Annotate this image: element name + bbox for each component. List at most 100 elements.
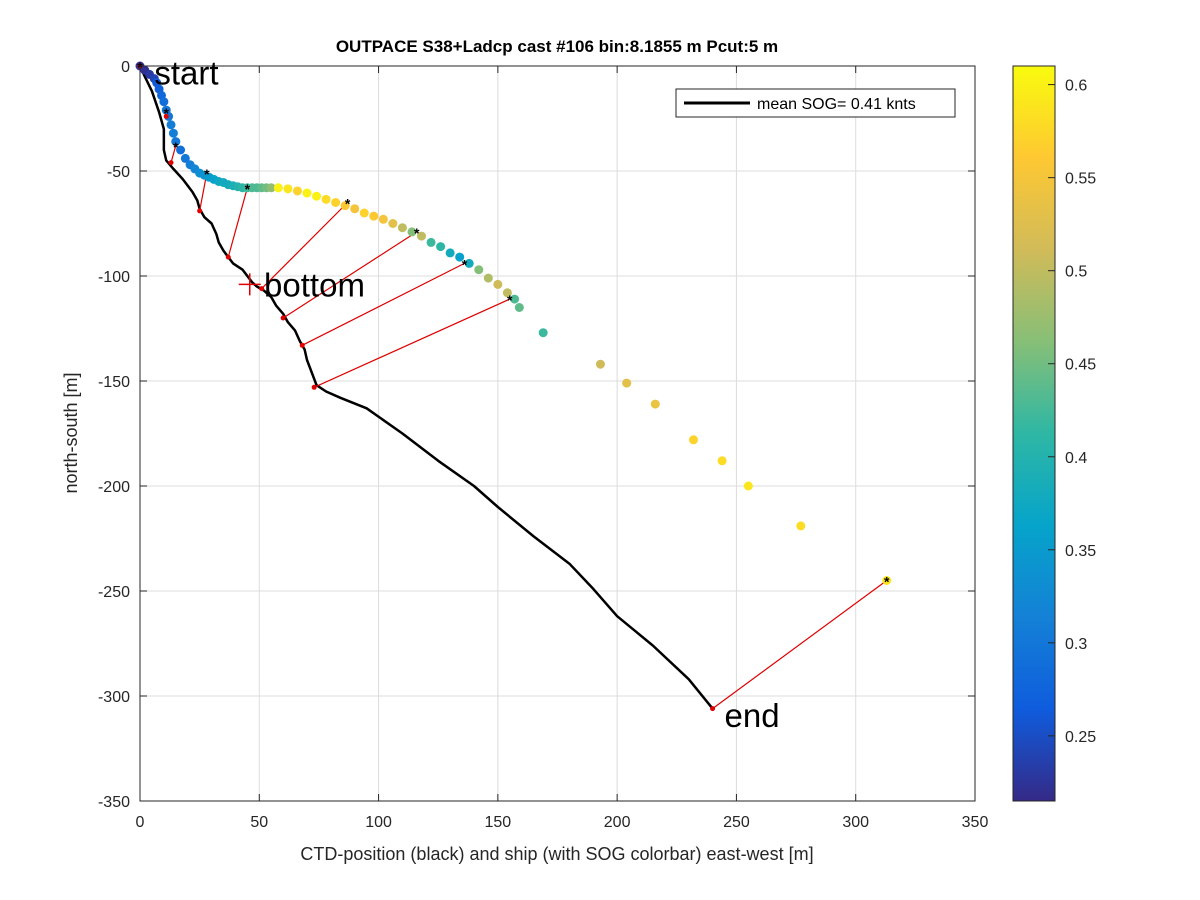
ship-point — [493, 279, 503, 289]
plot-content: ********** — [135, 59, 892, 712]
ship-point — [350, 204, 360, 214]
colorbar-tick-label: 0.55 — [1065, 171, 1096, 188]
ship-point — [622, 378, 632, 388]
x-tick-label: 300 — [842, 814, 869, 831]
colorbar-tick-label: 0.3 — [1065, 636, 1087, 653]
ctd-track-line — [138, 65, 714, 710]
ship-link-marker: * — [245, 181, 251, 197]
ship-point — [514, 303, 524, 312]
colorbar-ticks: 0.25 0.3 0.35 0.4 0.45 0.5 0.55 0.6 — [1048, 78, 1096, 746]
colorbar-tick-label: 0.45 — [1065, 357, 1096, 374]
ship-point — [882, 576, 892, 585]
plot-frame — [139, 65, 976, 802]
ship-point — [378, 214, 388, 224]
colorbar — [1012, 65, 1056, 802]
ship-point — [426, 237, 436, 247]
ship-link-marker: * — [884, 574, 890, 590]
ship-point — [388, 219, 398, 228]
colorbar-tick-label: 0.6 — [1065, 78, 1087, 95]
ship-point — [369, 211, 379, 221]
x-axis-label: CTD-position (black) and ship (with SOG … — [300, 844, 813, 864]
ship-link-marker: * — [173, 139, 179, 155]
x-tick-label: 250 — [723, 814, 750, 831]
x-tick-label: 350 — [962, 814, 989, 831]
ship-point — [595, 359, 605, 369]
ship-point — [302, 188, 312, 198]
x-tick-label: 50 — [250, 814, 268, 831]
legend: mean SOG= 0.41 knts — [675, 88, 956, 118]
y-tick-label: -100 — [98, 269, 130, 286]
ship-point — [292, 186, 302, 196]
colorbar-tick-label: 0.5 — [1065, 264, 1087, 281]
ship-point — [464, 258, 474, 268]
link-line — [313, 298, 511, 388]
link-line — [261, 202, 348, 290]
ship-point — [176, 145, 186, 155]
ship-point — [538, 328, 548, 338]
ship-point — [321, 194, 331, 204]
ship-point — [407, 227, 417, 237]
ctd-link-marker — [280, 315, 286, 321]
colorbar-tick-label: 0.35 — [1065, 543, 1096, 560]
ship-link-marker: * — [204, 166, 210, 182]
y-tick-label: -250 — [98, 584, 130, 601]
annotation-start: start — [154, 54, 218, 91]
ship-point — [717, 456, 727, 466]
ship-point — [331, 198, 341, 207]
link-line — [712, 580, 888, 710]
ctd-link-marker — [259, 286, 265, 292]
ship-point — [417, 231, 427, 241]
ship-point — [474, 265, 484, 275]
ship-point — [455, 252, 465, 262]
y-tick-label: 0 — [121, 59, 130, 76]
ship-point — [340, 201, 350, 211]
ship-point — [312, 191, 322, 201]
y-tick-label: -200 — [98, 479, 130, 496]
ship-point — [168, 128, 178, 138]
legend-label: mean SOG= 0.41 knts — [757, 96, 916, 113]
ctd-link-marker — [225, 254, 231, 260]
ctd-link-marker — [163, 113, 169, 119]
ship-point — [796, 521, 806, 531]
ship-point — [688, 435, 698, 445]
ship-link-marker: * — [507, 292, 513, 308]
ship-link-marker: * — [462, 256, 468, 272]
y-tick-label: -350 — [98, 794, 130, 811]
x-tick-label: 100 — [365, 814, 392, 831]
plot-area — [140, 66, 975, 801]
ship-point — [180, 153, 190, 163]
ship-point — [510, 294, 520, 304]
ship-link-marker: * — [414, 225, 420, 241]
annotation-end: end — [725, 697, 780, 734]
ctd-link-marker — [311, 384, 317, 390]
ship-point — [743, 481, 753, 491]
colorbar-tick-label: 0.4 — [1065, 450, 1087, 467]
ship-point — [397, 223, 407, 233]
y-tick-label: -300 — [98, 689, 130, 706]
y-tick-label: -150 — [98, 374, 130, 391]
ship-point — [283, 184, 293, 194]
ship-link-marker: * — [164, 105, 170, 121]
ship-link-marker: * — [345, 196, 351, 212]
link-line — [170, 145, 177, 163]
ship-point — [650, 399, 660, 409]
axis-ticks: 0 50 100 150 200 250 300 350 0 -50 -100 -150 -200 -25… — [98, 59, 988, 831]
y-axis-label: north-south [m] — [61, 372, 81, 493]
ctd-link-marker — [197, 208, 203, 214]
chart-title: OUTPACE S38+Ladcp cast #106 bin:8.1855 m… — [336, 37, 778, 56]
ctd-link-marker — [299, 342, 305, 348]
ship-point — [166, 120, 176, 130]
link-line — [282, 231, 418, 319]
ship-point — [159, 97, 169, 107]
x-tick-label: 150 — [485, 814, 512, 831]
ship-point — [436, 242, 446, 252]
annotation-bottom: bottom — [264, 266, 365, 303]
x-tick-label: 0 — [136, 814, 145, 831]
y-tick-label: -50 — [107, 164, 130, 181]
ship-point — [359, 208, 369, 218]
ship-point — [445, 248, 455, 258]
ship-point — [171, 137, 181, 147]
ship-point — [266, 183, 276, 193]
ship-point — [483, 273, 493, 283]
